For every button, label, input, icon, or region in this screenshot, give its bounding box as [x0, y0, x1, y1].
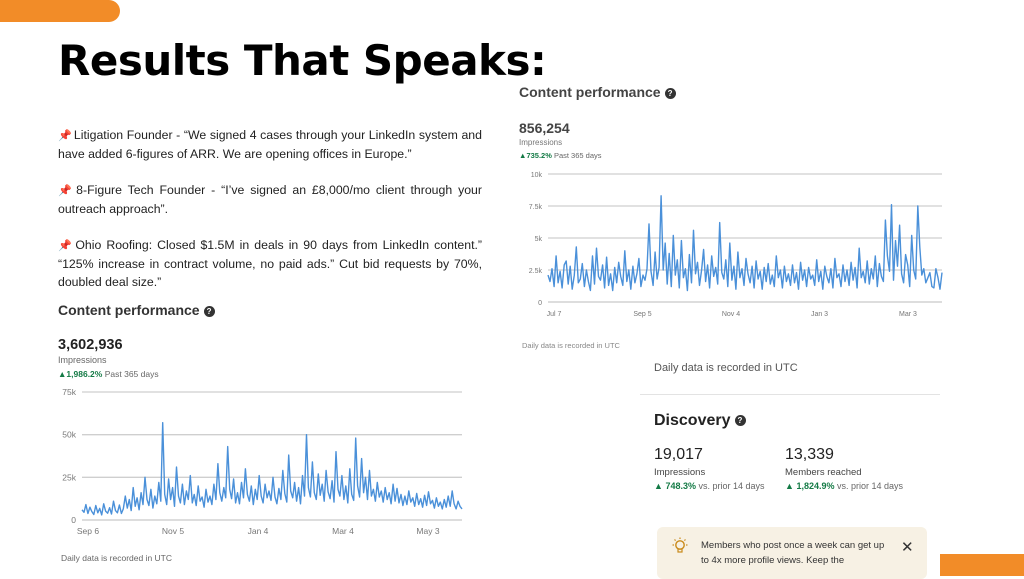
y-tick-label: 2.5k: [529, 268, 543, 275]
close-icon[interactable]: ✕: [901, 539, 914, 556]
stat-label: Members reached: [785, 467, 862, 478]
x-tick-label: Nov 4: [722, 311, 740, 318]
testimonial-item: 📌 Litigation Founder - “We signed 4 cases…: [58, 126, 482, 163]
stat-trend: ▲ 748.3% vs. prior 14 days: [654, 480, 784, 492]
stat-value: 19,017: [654, 446, 703, 463]
y-tick-label: 5k: [535, 236, 543, 243]
y-tick-label: 75k: [62, 387, 76, 397]
trend-period: Past 365 days: [104, 369, 159, 379]
stat-label: Impressions: [654, 467, 706, 478]
trend-up-icon: ▲: [58, 369, 67, 379]
tip-text: Members who post once a week can get up …: [701, 540, 885, 566]
pushpin-icon: 📌: [58, 240, 74, 252]
discovery-title-text: Discovery: [654, 412, 731, 429]
card-title-text: Content performance: [58, 302, 200, 318]
chart-footer: Daily data is recorded in UTC: [522, 341, 620, 350]
series-line: [547, 195, 943, 292]
help-icon[interactable]: ?: [203, 305, 215, 317]
x-tick-label: Nov 5: [162, 526, 184, 536]
card-title: Content performance?: [58, 302, 215, 318]
pushpin-icon: 📌: [58, 185, 75, 197]
divider: [640, 394, 940, 395]
series-line: [81, 422, 463, 516]
trend-period: vs. prior 14 days: [698, 481, 765, 491]
accent-bar-bottom: [916, 554, 1024, 576]
trend-indicator: ▲735.2% Past 365 days: [519, 151, 602, 160]
impressions-value: 856,254: [519, 120, 570, 136]
chart-footer: Daily data is recorded in UTC: [654, 362, 798, 374]
y-tick-label: 7.5k: [529, 204, 543, 211]
discovery-title: Discovery?: [654, 412, 746, 430]
stat-impressions: 19,017 Impressions ▲ 748.3% vs. prior 14…: [654, 446, 784, 492]
y-tick-label: 0: [538, 300, 542, 307]
accent-bar-top: [0, 0, 120, 22]
y-tick-label: 50k: [62, 430, 76, 440]
testimonial-item: 📌 Ohio Roofing: Closed $1.5M in deals in …: [58, 236, 482, 291]
trend-up-icon: ▲: [519, 151, 527, 160]
trend-indicator: ▲1,986.2% Past 365 days: [58, 369, 159, 379]
trend-value: 748.3%: [665, 481, 696, 491]
help-icon[interactable]: ?: [664, 87, 676, 99]
testimonial-text: Litigation Founder - “We signed 4 cases …: [58, 128, 482, 161]
y-tick-label: 25k: [62, 472, 76, 482]
tip-notice: Members who post once a week can get up …: [657, 527, 927, 579]
trend-up-icon: ▲: [654, 481, 663, 491]
lightbulb-icon: [672, 537, 688, 553]
trend-period: vs. prior 14 days: [836, 481, 904, 491]
x-tick-label: Sep 5: [633, 311, 651, 318]
testimonial-text: 8-Figure Tech Founder - “I’ve signed an …: [58, 183, 482, 216]
y-tick-label: 0: [71, 515, 76, 525]
content-performance-card-2: Content performance? 3,602,936 Impressio…: [52, 294, 482, 570]
impressions-label: Impressions: [58, 355, 107, 365]
testimonials: 📌 Litigation Founder - “We signed 4 cases…: [58, 126, 482, 309]
help-icon[interactable]: ?: [734, 415, 746, 427]
discovery-card: Daily data is recorded in UTC Discovery?…: [640, 360, 940, 579]
trend-value: 735.2%: [526, 151, 552, 160]
testimonial-item: 📌 8-Figure Tech Founder - “I’ve signed an…: [58, 181, 482, 218]
card-title: Content performance?: [519, 84, 676, 100]
content-performance-card-1: Content performance? 856,254 Impressions…: [512, 78, 952, 358]
impressions-line-chart: 0 2.5k 5k 7.5k 10k Jul 7 Sep 5 Nov 4 Jan 3 Mar 3: [529, 172, 943, 318]
stat-trend: ▲ 1,824.9% vs. prior 14 days: [785, 480, 905, 492]
x-tick-label: Mar 3: [899, 311, 917, 318]
stat-members-reached: 13,339 Members reached ▲ 1,824.9% vs. pr…: [785, 446, 905, 492]
pushpin-icon: 📌: [58, 130, 72, 142]
x-tick-label: Jan 3: [811, 311, 828, 318]
slide-title: Results That Speaks:: [58, 36, 547, 85]
testimonial-text: Ohio Roofing: Closed $1.5M in deals in 9…: [58, 238, 482, 289]
impressions-line-chart: 0 25k 50k 75k Sep 6 Nov 5 Jan 4 Mar 4 May 3: [62, 387, 463, 536]
card-title-text: Content performance: [519, 84, 661, 100]
x-tick-label: Mar 4: [332, 526, 354, 536]
stat-value: 13,339: [785, 446, 834, 463]
chart-footer: Daily data is recorded in UTC: [61, 553, 173, 563]
impressions-value: 3,602,936: [58, 337, 123, 353]
trend-value: 1,986.2%: [66, 369, 103, 379]
trend-period: Past 365 days: [553, 151, 602, 160]
trend-up-icon: ▲: [785, 481, 794, 491]
y-tick-label: 10k: [531, 172, 543, 179]
impressions-label: Impressions: [519, 138, 563, 147]
trend-value: 1,824.9%: [796, 481, 835, 491]
x-tick-label: Jul 7: [547, 311, 562, 318]
x-tick-label: May 3: [416, 526, 439, 536]
x-tick-label: Jan 4: [248, 526, 269, 536]
x-tick-label: Sep 6: [77, 526, 99, 536]
